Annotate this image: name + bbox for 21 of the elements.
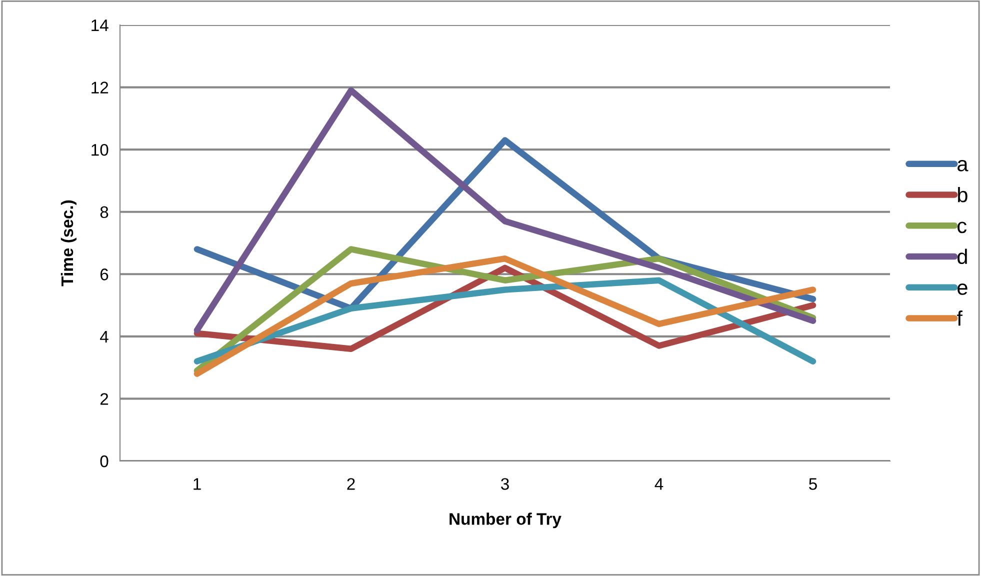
- y-axis-title: Time (sec.): [60, 200, 76, 286]
- y-tick-label: 12: [92, 82, 108, 94]
- x-tick-label: 3: [501, 478, 509, 490]
- legend-label: a: [958, 160, 968, 172]
- y-tick-label: 6: [100, 268, 108, 280]
- legend-label: f: [956, 310, 962, 326]
- y-tick-label: 0: [100, 455, 108, 468]
- y-tick-label: 2: [100, 393, 108, 405]
- legend-label: c: [958, 222, 967, 234]
- x-axis-title: Number of Try: [450, 512, 562, 528]
- x-tick-label: 4: [654, 478, 664, 490]
- legend-label: b: [958, 186, 968, 202]
- y-tick-label: 8: [100, 206, 108, 218]
- x-tick-label: 5: [809, 478, 817, 490]
- y-tick-label: 14: [92, 20, 108, 32]
- x-tick-label: 1: [194, 478, 201, 490]
- legend-label: d: [958, 248, 967, 264]
- y-tick-label: 10: [92, 144, 108, 156]
- legend-label: e: [958, 283, 968, 295]
- y-tick-label: 4: [100, 331, 108, 342]
- x-tick-label: 2: [347, 478, 355, 490]
